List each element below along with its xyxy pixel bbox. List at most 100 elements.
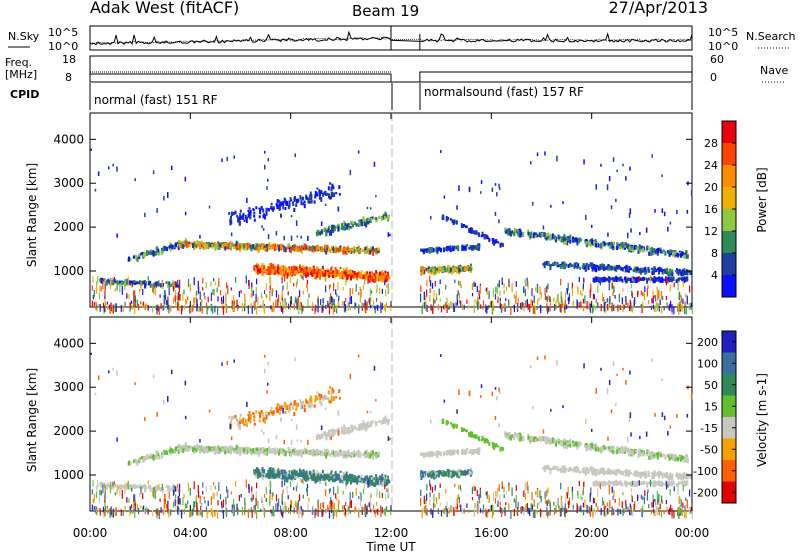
scatter-mark <box>538 231 541 235</box>
scatter-mark <box>553 262 556 266</box>
scatter-mark <box>271 265 274 269</box>
scatter-mark <box>328 274 331 278</box>
scatter-mark <box>522 232 525 237</box>
scatter-mark <box>657 277 660 282</box>
scatter-mark <box>299 399 302 404</box>
scatter-mark <box>366 301 368 308</box>
scatter-mark <box>496 286 499 295</box>
scatter-mark <box>509 232 512 237</box>
scatter-mark <box>331 183 334 188</box>
scatter-mark <box>199 235 201 239</box>
scatter-mark <box>359 477 362 482</box>
scatter-mark <box>187 296 189 300</box>
scatter-mark <box>482 300 485 306</box>
scatter-mark <box>272 305 274 312</box>
scatter-mark <box>351 452 354 456</box>
scatter-mark <box>221 299 223 305</box>
scatter-mark <box>307 471 310 477</box>
scatter-mark <box>613 241 616 245</box>
scatter-mark <box>478 290 480 296</box>
scatter-mark <box>358 426 360 431</box>
scatter-mark <box>362 216 365 221</box>
scatter-mark <box>337 226 340 232</box>
scatter-mark <box>154 283 157 289</box>
scatter-mark <box>341 428 344 433</box>
scatter-mark <box>231 446 234 450</box>
scatter-mark <box>147 282 150 286</box>
scatter-mark <box>185 299 187 305</box>
scatter-mark <box>677 303 679 312</box>
scatter-mark <box>319 273 322 278</box>
scatter-mark <box>147 305 149 311</box>
scatter-mark <box>461 304 463 311</box>
scatter-mark <box>303 407 306 413</box>
scatter-mark <box>135 282 138 285</box>
scatter-mark <box>667 226 669 232</box>
scatter-mark <box>603 277 606 283</box>
scatter-mark <box>267 266 270 270</box>
scatter-mark <box>629 305 631 312</box>
scatter-mark <box>558 301 560 305</box>
scatter-mark <box>345 224 348 229</box>
scatter-mark <box>454 279 456 283</box>
scatter-mark <box>504 227 507 232</box>
scatter-mark <box>683 269 686 274</box>
scatter-mark <box>293 411 296 416</box>
scatter-mark <box>299 195 302 200</box>
scatter-mark <box>351 477 354 481</box>
scatter-mark <box>382 476 385 480</box>
scatter-mark <box>130 283 133 288</box>
scatter-mark <box>100 482 103 488</box>
scatter-mark <box>330 450 333 455</box>
scatter-mark <box>233 304 235 312</box>
scatter-mark <box>334 430 337 433</box>
scatter-mark <box>643 292 645 301</box>
scatter-mark <box>168 287 170 296</box>
scatter-mark <box>578 237 581 242</box>
scatter-mark <box>241 243 244 248</box>
scatter-mark <box>463 224 465 227</box>
scatter-mark <box>156 306 158 315</box>
scatter-mark <box>222 305 224 310</box>
scatter-mark <box>366 218 369 221</box>
scatter-mark <box>294 153 296 158</box>
scatter-mark <box>360 423 363 428</box>
scatter-mark <box>244 300 246 306</box>
scatter-mark <box>547 232 550 236</box>
scatter-mark <box>156 208 158 213</box>
scatter-mark <box>322 192 325 197</box>
scatter-mark <box>362 453 365 456</box>
scatter-mark <box>225 292 227 301</box>
scatter-mark <box>545 237 548 241</box>
scatter-mark <box>449 267 452 272</box>
scatter-mark <box>285 273 288 278</box>
scatter-mark <box>104 302 107 308</box>
scatter-mark <box>251 287 253 294</box>
scatter-mark <box>384 304 386 313</box>
scatter-mark <box>275 203 278 207</box>
scatter-mark <box>164 291 166 296</box>
scatter-mark <box>263 245 266 251</box>
scatter-mark <box>195 241 197 245</box>
scatter-mark <box>178 241 181 245</box>
scatter-mark <box>272 266 275 269</box>
scatter-mark <box>620 306 622 311</box>
scatter-mark <box>428 248 431 253</box>
scatter-mark <box>200 300 203 309</box>
colorbar-tick-label: 28 <box>704 137 718 150</box>
scatter-mark <box>248 280 250 289</box>
scatter-mark <box>683 306 686 314</box>
scatter-mark <box>363 303 365 307</box>
scatter-mark <box>299 274 302 278</box>
scatter-mark <box>646 245 649 251</box>
scatter-mark <box>286 476 289 480</box>
colorbar-swatch <box>722 143 736 165</box>
scatter-mark <box>262 412 265 417</box>
scatter-mark <box>146 251 148 256</box>
scatter-mark <box>358 477 361 481</box>
scatter-mark <box>624 268 627 273</box>
scatter-mark <box>426 289 428 297</box>
scatter-mark <box>615 267 618 273</box>
scatter-mark <box>268 263 271 267</box>
scatter-mark <box>156 246 159 249</box>
